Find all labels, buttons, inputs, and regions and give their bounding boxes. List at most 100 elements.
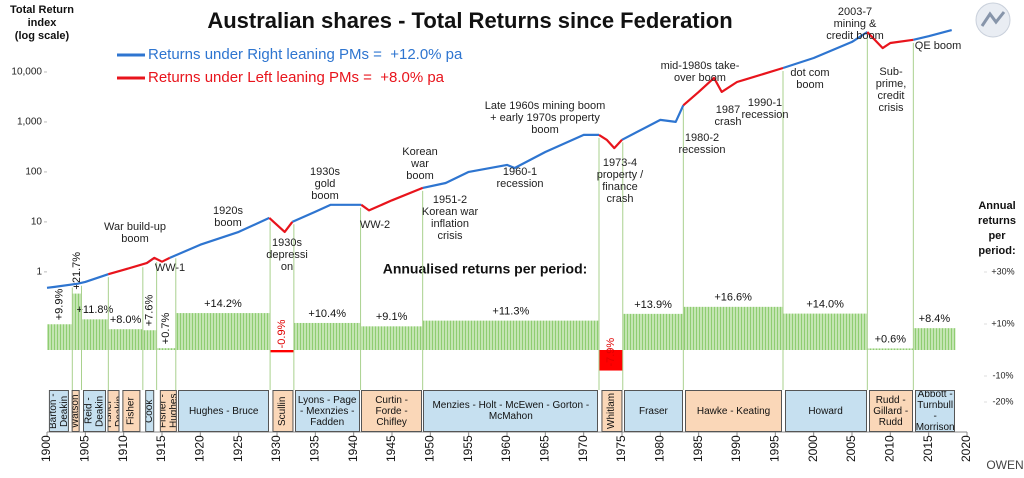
annotation-line: boom (796, 79, 824, 91)
return-bar (360, 326, 423, 350)
annotation-line: 1920s (213, 205, 243, 217)
government-box: Fisher - Hughes (159, 390, 177, 432)
government-box: Cook (145, 390, 155, 432)
return-bar (270, 350, 294, 353)
government-box: Fisher - Deakin (108, 390, 120, 432)
annotation-line: recession (678, 144, 726, 156)
x-tick-label: 1950 (423, 435, 437, 462)
x-tick-label: 1945 (384, 435, 398, 462)
y-axis-label-line: Total Return (10, 4, 74, 16)
annotation: WW-2 (360, 219, 390, 231)
return-label: +9.9% (54, 289, 66, 321)
x-tick-label: 1970 (576, 435, 590, 462)
y2-axis-label-line: period: (978, 245, 1016, 257)
return-bar (81, 319, 109, 350)
annotation-line: over boom (674, 72, 726, 84)
return-label: +0.7% (160, 312, 172, 344)
x-tick-label: 1910 (116, 435, 130, 462)
return-label: +14.0% (806, 299, 844, 311)
return-label: +16.6% (714, 292, 752, 304)
government-box: Curtin - Forde - Chifley (361, 390, 422, 432)
return-bar (783, 313, 868, 350)
x-tick-label: 1990 (729, 435, 743, 462)
x-tick-label: 1965 (538, 435, 552, 462)
annotation-line: 2003-7 (837, 6, 873, 18)
government-box: Lyons - Page - Mexnzies - Fadden (294, 390, 360, 432)
annotation: 2003-7 mining & credit boom (826, 6, 883, 42)
return-label: +7.6% (144, 295, 156, 327)
annotation: 1920s boom (213, 205, 243, 229)
annotation-line: WW-2 (359, 219, 391, 231)
logo (975, 2, 1011, 38)
government-box: Menzies - Holt - McEwen - Gorton -McMaho… (423, 390, 599, 432)
y-axis-label: Total Return index (log scale) (2, 4, 82, 43)
return-bar (599, 350, 623, 371)
annotation: Korean war boom (402, 146, 437, 182)
y2-axis-label-line: Annual (978, 200, 1016, 212)
annotation-line: crisis (437, 230, 463, 242)
return-label: -7.9% (605, 338, 617, 367)
annotation-line: 1951-2 (432, 194, 468, 206)
annotation-line: war (411, 158, 429, 170)
y2-axis-label: Annual returns per period: (972, 199, 1022, 259)
annotation-line: + early 1970s property (490, 112, 600, 124)
annotation-line: QE boom (914, 40, 962, 52)
annotation-line: Late 1960s mining boom (484, 100, 606, 112)
return-label: +21.7% (71, 252, 83, 290)
annotation: 1980-2 recession (678, 132, 725, 156)
return-bar (913, 328, 956, 350)
y-tick-label: 10 (31, 217, 43, 228)
legend-label: Returns under Left leaning PMs = +8.0% p… (148, 69, 445, 86)
annotation: 1960-1 recession (496, 166, 543, 190)
annotation: War build-up boom (104, 221, 166, 245)
return-bar (175, 313, 271, 350)
return-label: +11.3% (492, 306, 529, 318)
y-tick-label: 100 (25, 167, 42, 178)
return-bar (293, 322, 361, 350)
annotation-line: 1980-2 (684, 132, 720, 144)
return-bar (72, 293, 82, 350)
annotation-line: boom (531, 124, 559, 136)
return-label: +10.4% (308, 308, 346, 320)
annotation-line: mining & (833, 18, 877, 30)
annotation-line: boom (121, 233, 149, 245)
x-tick-label: 1985 (691, 435, 705, 462)
return-bar (867, 348, 914, 350)
annotation-line: boom (406, 170, 434, 182)
y2-axis-label-line: returns (978, 215, 1016, 227)
government-box: Hawke - Keating (684, 390, 783, 432)
return-label: +14.2% (204, 298, 242, 310)
annotation-line: property / (596, 169, 644, 181)
annotation-line: 1930s (310, 166, 340, 178)
x-tick-label: 2000 (806, 435, 820, 462)
annotation: Sub-prime, credit crisis (876, 66, 907, 114)
annotation-line: crisis (878, 102, 904, 114)
returns-title: Annualised returns per period: (383, 261, 588, 277)
annotation-line: mid-1980s take- (660, 60, 740, 72)
y2-tick-label: +10% (991, 318, 1014, 328)
y-tick-label: 1 (36, 267, 42, 278)
annotation-line: 1960-1 (502, 166, 538, 178)
return-label: +0.6% (875, 333, 907, 345)
annotation: WW-1 (155, 262, 185, 274)
return-bar (683, 306, 783, 350)
annotation-line: on (280, 261, 294, 273)
return-label: +13.9% (634, 299, 672, 311)
government-box: Whitlam (600, 390, 622, 432)
return-bar (422, 320, 599, 350)
annotation: 1973-4 property / finance crash (597, 157, 643, 205)
annotation-line: 1990-1 (747, 97, 783, 109)
annotation-line: prime, (875, 78, 907, 90)
y-tick-label: 10,000 (11, 67, 42, 78)
x-tick-label: 1955 (461, 435, 475, 462)
y2-axis-label-line: per (988, 230, 1006, 242)
return-label: -0.9% (276, 319, 288, 348)
annotation-line: 1973-4 (602, 157, 638, 169)
annotation-line: War build-up (104, 221, 166, 233)
annotation: 1930s gold boom (310, 166, 340, 202)
x-tick-label: 1900 (39, 435, 53, 462)
legend-label: Returns under Right leaning PMs = +12.0%… (148, 46, 463, 63)
series-line (107, 31, 914, 276)
government-box: Rudd - Gillard - Rudd (868, 390, 913, 432)
